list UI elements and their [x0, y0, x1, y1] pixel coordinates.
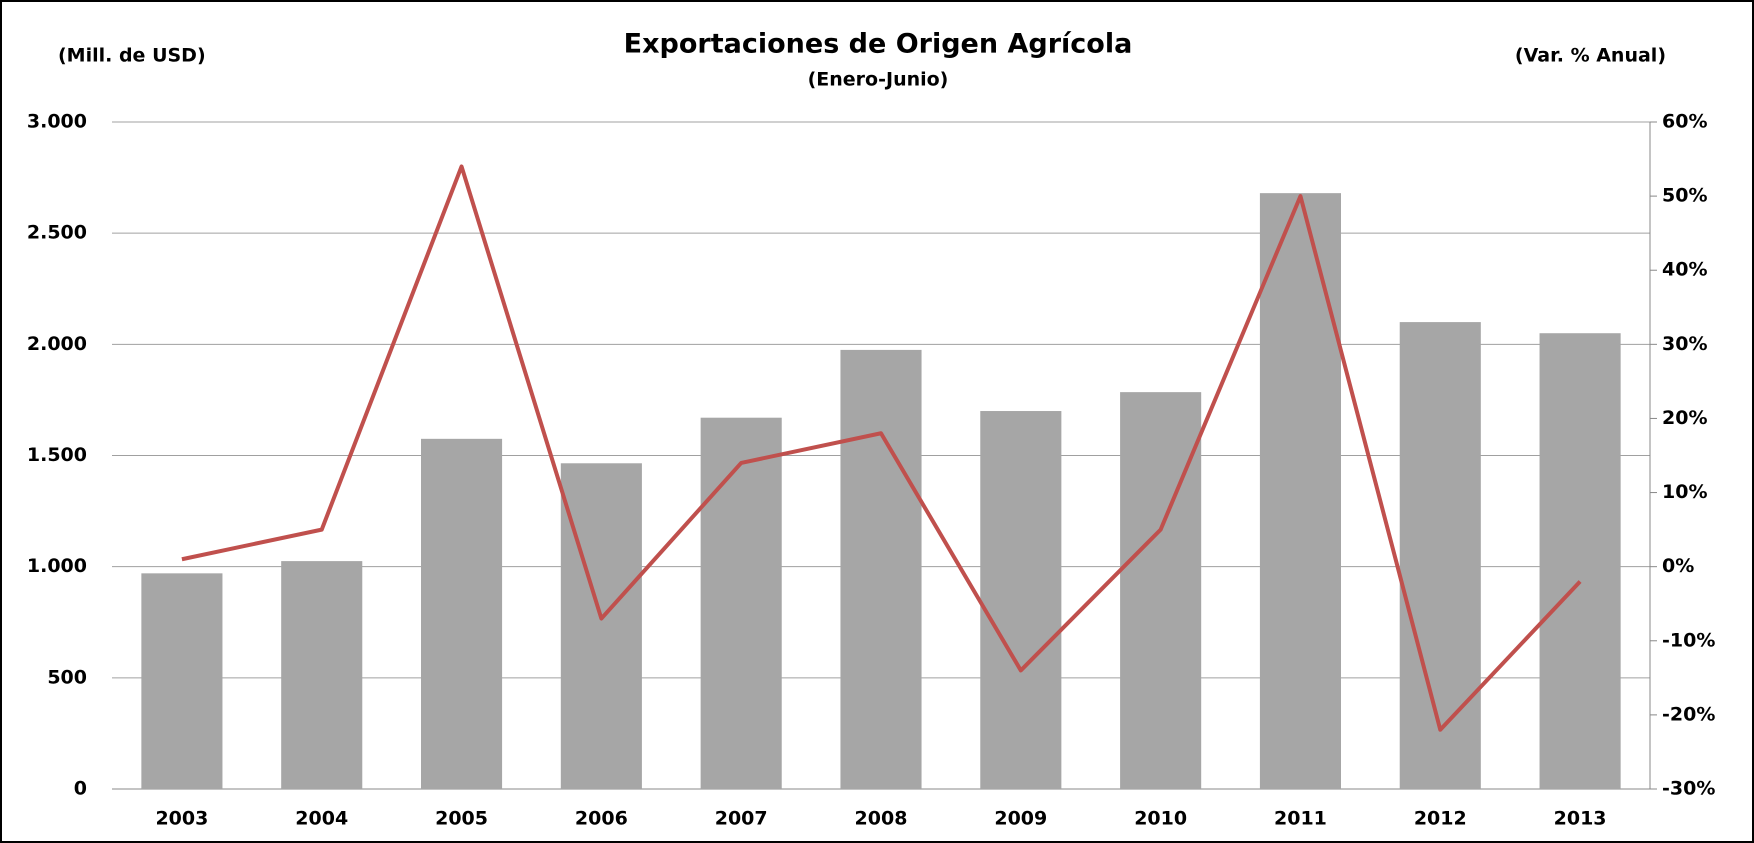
y2-tick-label: -20% — [1662, 703, 1715, 725]
y2-tick-label: 60% — [1662, 111, 1707, 133]
bar — [560, 463, 642, 789]
bar — [281, 561, 363, 789]
y-axis-label: (Mill. de USD) — [58, 45, 206, 67]
y2-tick-label: -10% — [1662, 629, 1715, 651]
x-tick-label: 2005 — [435, 808, 488, 830]
x-tick-label: 2006 — [575, 808, 628, 830]
x-tick-label: 2009 — [994, 808, 1047, 830]
bar — [980, 411, 1062, 789]
x-tick-label: 2012 — [1414, 808, 1467, 830]
x-tick-label: 2007 — [715, 808, 768, 830]
bar — [840, 349, 922, 789]
y-tick-label: 3.000 — [27, 111, 87, 133]
x-tick-label: 2013 — [1554, 808, 1607, 830]
y2-tick-label: 10% — [1662, 481, 1707, 503]
bar — [420, 438, 503, 789]
y-tick-label: 0 — [74, 778, 87, 800]
line — [181, 164, 1582, 732]
y-tick-label: 500 — [47, 666, 87, 688]
y2-tick-label: 0% — [1662, 555, 1694, 577]
bar — [1120, 392, 1202, 789]
chart-subtitle: (Enero-Junio) — [808, 69, 949, 91]
y2-tick-label: 20% — [1662, 407, 1707, 429]
y2-tick-label: -30% — [1662, 778, 1715, 800]
y-tick-label: 1.500 — [27, 444, 87, 466]
chart-title: Exportaciones de Origen Agrícola — [624, 29, 1133, 60]
y2-tick-label: 30% — [1662, 333, 1707, 355]
bar — [1399, 322, 1481, 789]
y-tick-label: 2.500 — [27, 222, 87, 244]
y-tick-label: 2.000 — [27, 333, 87, 355]
y-tick-label: 1.000 — [27, 555, 87, 577]
bar — [700, 417, 782, 789]
x-tick-label: 2008 — [855, 808, 908, 830]
x-tick-label: 2004 — [295, 808, 348, 830]
x-tick-label: 2011 — [1274, 808, 1327, 830]
y2-axis-label: (Var. % Anual) — [1515, 45, 1666, 67]
bar — [1539, 333, 1621, 789]
x-tick-label: 2010 — [1134, 808, 1187, 830]
x-tick-label: 2003 — [155, 808, 208, 830]
y2-tick-label: 50% — [1662, 185, 1707, 207]
bar — [141, 573, 223, 789]
bar — [1259, 193, 1342, 789]
y2-tick-label: 40% — [1662, 259, 1707, 281]
